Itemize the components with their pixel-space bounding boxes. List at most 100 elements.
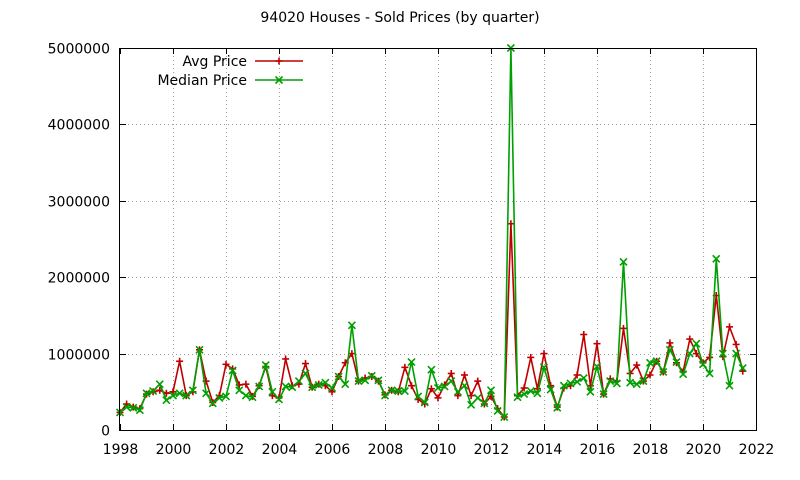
x-tick-label: 1998 [103,442,139,458]
data-point-avg-price [540,350,548,358]
data-point-median-price [195,345,204,354]
data-point-median-price [354,377,363,386]
data-point-avg-price [732,340,740,348]
data-point-avg-price [527,353,535,361]
series-median-price [115,43,747,422]
data-point-avg-price [222,360,230,368]
data-point-avg-price [176,357,184,365]
data-point-median-price [202,389,211,398]
data-point-median-price [261,360,270,370]
data-point-median-price [698,360,708,369]
data-point-median-price [433,383,443,393]
data-point-median-price [566,379,575,388]
data-point-median-price [486,386,496,395]
data-point-median-price [632,380,641,389]
data-point-median-price [215,393,224,402]
data-point-median-price [288,383,297,392]
data-point-median-price [493,406,502,415]
data-point-median-price [679,370,688,379]
data-point-median-price [129,403,138,412]
chart-title: 94020 Houses - Sold Prices (by quarter) [260,10,539,26]
data-point-median-price [308,383,317,392]
y-tick-label: 4000000 [48,118,110,134]
y-tick-label: 3000000 [48,195,110,211]
data-point-median-price [725,381,734,390]
data-point-median-price [467,400,476,409]
x-tick-label: 2016 [580,442,616,458]
data-point-median-price [606,377,615,386]
data-point-median-price [652,357,661,366]
data-point-median-price [255,382,264,391]
data-point-median-price [520,390,529,399]
data-point-median-price [592,362,602,371]
data-point-avg-price [692,350,700,358]
x-tick-label: 2002 [209,442,245,458]
data-point-avg-price [686,335,694,343]
data-point-median-price [208,399,217,408]
data-point-avg-price [454,392,462,400]
data-point-avg-price [573,371,581,379]
x-tick-label: 2006 [315,442,351,458]
data-point-median-price [235,386,244,395]
data-point-median-price [579,373,588,383]
data-point-avg-price [461,371,468,379]
data-point-median-price [705,369,714,378]
data-point-median-price [559,381,568,390]
data-point-median-price [645,358,655,367]
data-point-median-price [619,257,628,266]
legend-marker-avg-price [275,57,283,65]
data-point-median-price [367,371,376,380]
data-point-median-price [718,349,727,358]
x-tick-label: 2012 [474,442,510,458]
data-point-median-price [612,379,621,388]
data-point-median-price [440,382,449,391]
data-point-median-price [142,389,151,398]
data-point-median-price [268,387,277,396]
data-point-median-price [500,412,509,422]
data-point-median-price [665,345,674,354]
data-point-median-price [168,391,178,400]
data-point-median-price [539,363,549,372]
y-tick-label: 1000000 [48,348,110,364]
legend-marker-median-price [274,75,284,85]
data-point-median-price [427,365,436,374]
data-point-median-price [685,349,694,358]
data-point-median-price [400,386,409,396]
data-point-median-price [175,389,184,398]
data-point-avg-price [633,361,641,369]
data-point-median-price [394,386,403,396]
data-point-median-price [732,349,741,358]
data-point-median-price [447,377,456,386]
legend: Avg Price Median Price [157,54,303,89]
data-point-avg-price [302,360,309,368]
legend-label-avg-price: Avg Price [182,54,247,70]
series-area [115,43,747,422]
data-point-median-price [221,392,231,401]
data-point-avg-price [434,394,442,402]
data-point-median-price [155,380,164,389]
y-tick-label: 0 [101,424,110,440]
data-point-avg-price [169,388,177,396]
data-point-median-price [241,391,250,400]
x-tick-label: 2020 [686,442,722,458]
data-point-avg-price [328,388,336,396]
data-point-avg-price [427,385,435,393]
data-point-avg-price [348,350,356,358]
data-point-median-price [692,339,701,348]
data-point-median-price [294,377,303,386]
data-point-median-price [274,395,284,404]
data-point-avg-price [520,384,528,392]
data-point-median-price [122,403,131,412]
data-point-avg-price [580,331,588,338]
x-tick-label: 2010 [421,442,457,458]
data-point-median-price [420,398,429,407]
data-point-median-price [414,392,423,401]
data-point-median-price [599,390,608,399]
plot-frame [119,48,757,431]
data-point-avg-price [620,324,627,332]
series-avg-price [116,220,747,421]
data-point-avg-price [242,380,250,388]
data-point-median-price [712,254,721,263]
data-point-median-price [639,377,648,386]
data-point-avg-price [408,382,415,390]
